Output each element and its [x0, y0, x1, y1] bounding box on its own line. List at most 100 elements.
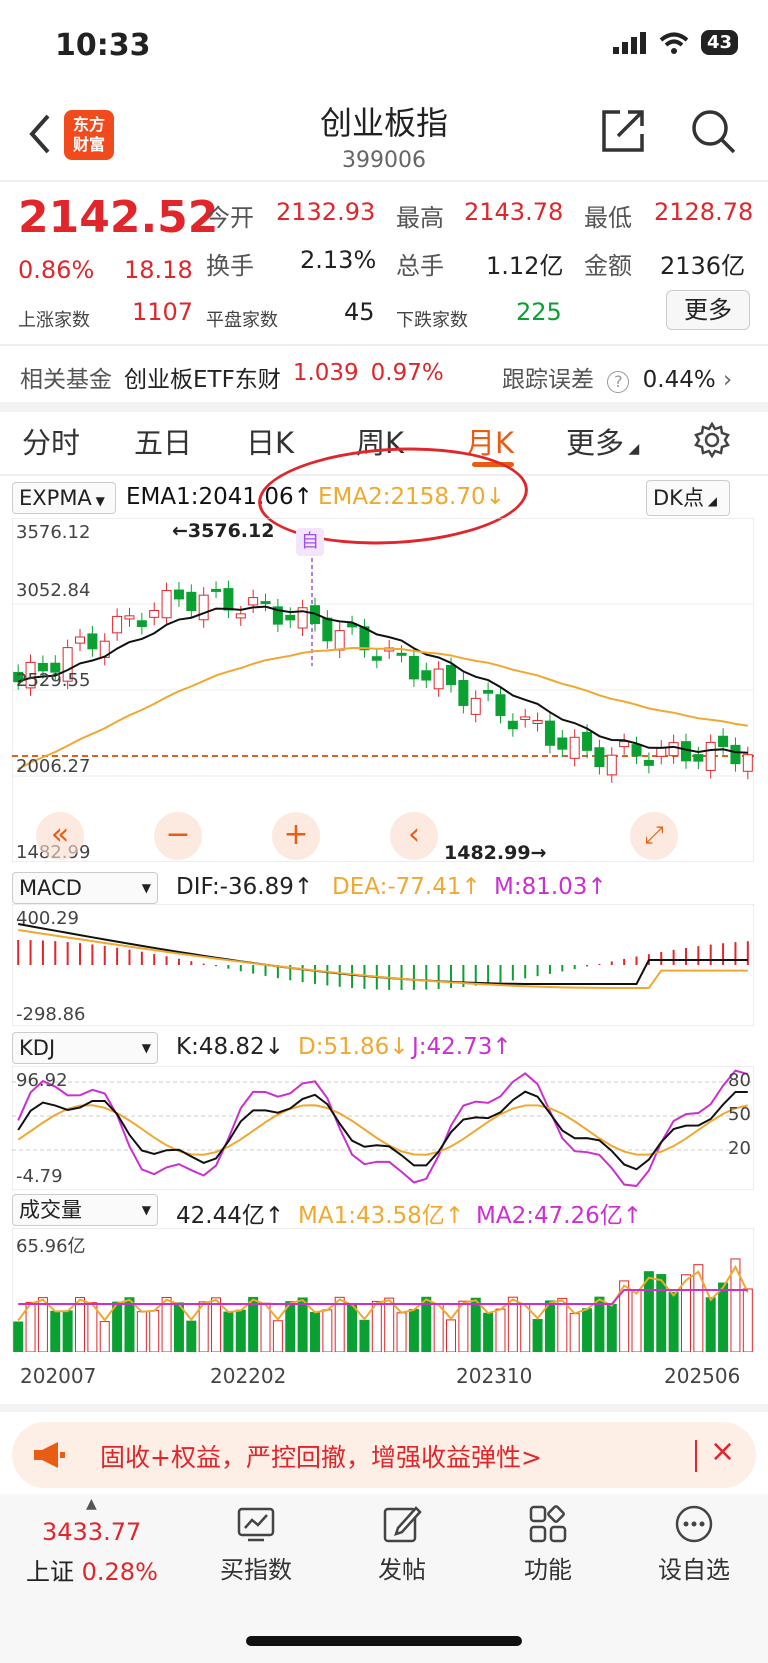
- j-legend: J:42.73↑: [412, 1034, 512, 1060]
- buy-index-button[interactable]: 买指数: [196, 1504, 316, 1585]
- j-line: [17, 1069, 749, 1188]
- more-button[interactable]: 更多: [666, 290, 750, 330]
- tab-weekly-k[interactable]: 周K: [356, 426, 405, 460]
- dif-legend: DIF:-36.89↑: [176, 874, 314, 900]
- macd-chart[interactable]: [12, 904, 754, 1026]
- candle: [13, 671, 24, 683]
- dif-line: [18, 923, 748, 985]
- candle: [619, 741, 630, 748]
- close-icon[interactable]: ×: [710, 1434, 736, 1469]
- y-axis-label: 3052.84: [16, 580, 91, 601]
- volume-bar: [211, 1297, 222, 1352]
- volume-bar: [198, 1301, 209, 1352]
- volume-bar: [124, 1297, 135, 1352]
- volume-bar: [532, 1318, 543, 1352]
- y-axis-label: 20: [728, 1138, 751, 1159]
- fund-price: 1.039: [292, 360, 359, 386]
- add-watchlist-button[interactable]: 设自选: [634, 1504, 754, 1585]
- candle: [149, 610, 160, 618]
- volume-bar: [544, 1300, 555, 1352]
- candle: [211, 588, 222, 592]
- back-icon[interactable]: [28, 112, 52, 156]
- candle: [730, 744, 741, 765]
- kdj-chart[interactable]: [12, 1066, 754, 1190]
- volume-bar: [384, 1297, 395, 1352]
- volume-chart[interactable]: [12, 1228, 754, 1352]
- functions-button[interactable]: 功能: [488, 1504, 608, 1585]
- d-legend: D:51.86↓: [298, 1034, 409, 1060]
- y-axis-label: -298.86: [16, 1004, 86, 1025]
- candle: [582, 731, 593, 751]
- zoom-in-icon[interactable]: +: [272, 812, 320, 860]
- tab-more[interactable]: 更多 ◢: [566, 426, 640, 460]
- zoom-out-icon[interactable]: −: [154, 812, 202, 860]
- volume-bar: [569, 1313, 580, 1352]
- gear-icon[interactable]: [694, 422, 730, 458]
- candle: [446, 665, 457, 686]
- indicator-select-kdj[interactable]: KDJ ▼: [12, 1032, 158, 1064]
- search-icon[interactable]: [690, 108, 736, 154]
- indicator-select-volume[interactable]: 成交量 ▼: [12, 1194, 158, 1226]
- low-marker: 1482.99→: [444, 842, 547, 864]
- tracking-label: 跟踪误差: [502, 367, 594, 393]
- current-price: 2142.52: [18, 192, 219, 243]
- tab-daily-k[interactable]: 日K: [246, 426, 295, 460]
- stat-label: 最低: [584, 204, 632, 232]
- post-button[interactable]: 发帖: [342, 1504, 462, 1585]
- tab-monthly-k[interactable]: 月K: [466, 426, 515, 460]
- candle: [483, 690, 494, 694]
- volume-bar: [408, 1308, 419, 1352]
- down-count: 225: [516, 298, 562, 326]
- divider: [0, 402, 768, 412]
- up-count-label: 上涨家数: [18, 310, 90, 331]
- indicator-select-main[interactable]: EXPMA ▼: [12, 482, 116, 514]
- stat-label: 金额: [584, 252, 632, 280]
- y-axis-label: 80: [728, 1070, 751, 1091]
- volume-bar: [62, 1310, 73, 1352]
- candle: [680, 741, 691, 762]
- candle: [557, 737, 568, 750]
- tracking-error[interactable]: 跟踪误差 ? 0.44% ›: [502, 360, 732, 394]
- volume-bar: [495, 1308, 506, 1352]
- candle: [334, 630, 345, 651]
- sh-index-label[interactable]: 上证 0.28%: [26, 1558, 158, 1586]
- promo-banner[interactable]: [12, 1422, 756, 1488]
- candle: [421, 670, 432, 681]
- volume-bar: [371, 1300, 382, 1352]
- tab-five-day[interactable]: 五日: [134, 426, 193, 460]
- candle: [87, 633, 98, 650]
- candle: [408, 655, 419, 680]
- volume-bar: [248, 1296, 259, 1352]
- volume-bar: [433, 1303, 444, 1352]
- kline-chart[interactable]: [12, 518, 754, 862]
- change-pct: 0.86%: [18, 256, 95, 284]
- stat-value: 1.12亿: [486, 252, 564, 280]
- volume-bar: [25, 1301, 36, 1352]
- divider: [0, 1404, 768, 1412]
- volume-bar: [705, 1297, 716, 1352]
- share-icon[interactable]: [600, 108, 646, 154]
- indicator-select-macd[interactable]: MACD ▼: [12, 872, 158, 904]
- candle: [359, 626, 370, 651]
- tab-intraday[interactable]: 分时: [22, 426, 81, 460]
- sh-index-value[interactable]: 3433.77: [42, 1518, 142, 1546]
- divider: [0, 474, 768, 476]
- candle: [396, 652, 407, 656]
- banner-text[interactable]: 固收+权益，严控回撤，增强收益弹性>: [100, 1443, 542, 1472]
- rewind-icon[interactable]: «: [36, 812, 84, 860]
- fullscreen-icon[interactable]: ⤢: [630, 812, 678, 860]
- volume-bar: [297, 1297, 308, 1352]
- y-axis-label: 65.96亿: [16, 1236, 86, 1257]
- candle: [25, 661, 36, 689]
- divider: [0, 344, 768, 346]
- candle: [173, 589, 184, 600]
- ema1-legend: EMA1:2041.06↑: [126, 484, 313, 510]
- volume-bar: [680, 1274, 691, 1352]
- dk-point-button[interactable]: DK点 ◢: [646, 480, 730, 516]
- related-fund-row[interactable]: 相关基金 创业板ETF东财 1.039 0.97%: [20, 360, 444, 394]
- volume-bar: [470, 1297, 481, 1352]
- self-select-marker: 自: [296, 528, 324, 556]
- candle: [75, 636, 86, 644]
- chevron-left-icon[interactable]: ‹: [390, 812, 438, 860]
- volume-bar: [347, 1303, 358, 1352]
